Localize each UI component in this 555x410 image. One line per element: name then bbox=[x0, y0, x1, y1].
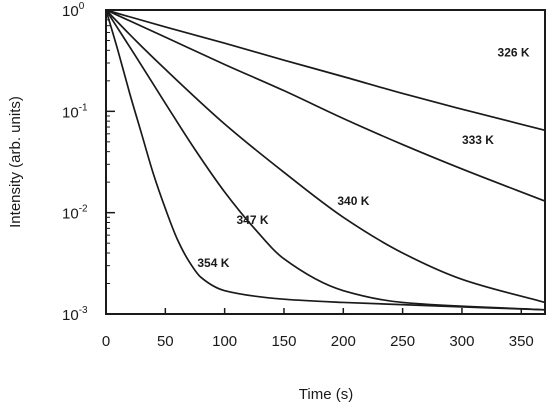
x-tick-label: 150 bbox=[271, 333, 296, 350]
y-tick-label: 10-3 bbox=[62, 305, 88, 324]
x-axis-title: Time (s) bbox=[299, 386, 353, 403]
x-tick-label: 50 bbox=[157, 333, 174, 350]
x-axis: 0 50 100 150 200 250 300 350 bbox=[102, 308, 534, 350]
curve-group bbox=[105, 9, 546, 311]
x-tick-label: 200 bbox=[331, 333, 356, 350]
curve-347-k bbox=[105, 9, 546, 311]
y-tick-label: 10-2 bbox=[62, 204, 88, 223]
x-tick-label: 300 bbox=[449, 333, 474, 350]
curve-label: 326 K bbox=[498, 46, 530, 60]
x-tick-label: 250 bbox=[390, 333, 415, 350]
y-axis: 100 10-1 10-2 10-3 bbox=[62, 1, 115, 324]
curve-340-k bbox=[105, 9, 546, 304]
plot-frame bbox=[105, 9, 546, 315]
x-tick-label: 0 bbox=[102, 333, 110, 350]
x-tick-label: 350 bbox=[509, 333, 534, 350]
y-axis-title: Intensity (arb. units) bbox=[7, 96, 24, 228]
curve-326-k bbox=[105, 9, 546, 132]
x-tick-label: 100 bbox=[212, 333, 237, 350]
curve-label: 347 K bbox=[237, 213, 269, 227]
curve-label: 340 K bbox=[337, 194, 369, 208]
curve-label-group: 326 K 333 K 340 K 347 K 354 K bbox=[197, 46, 530, 270]
y-tick-label: 10-1 bbox=[62, 102, 88, 121]
curve-label: 354 K bbox=[197, 256, 229, 270]
curve-333-k bbox=[105, 9, 546, 202]
y-tick-label: 100 bbox=[62, 1, 85, 20]
curve-354-k bbox=[105, 9, 546, 311]
curve-label: 333 K bbox=[462, 133, 494, 147]
